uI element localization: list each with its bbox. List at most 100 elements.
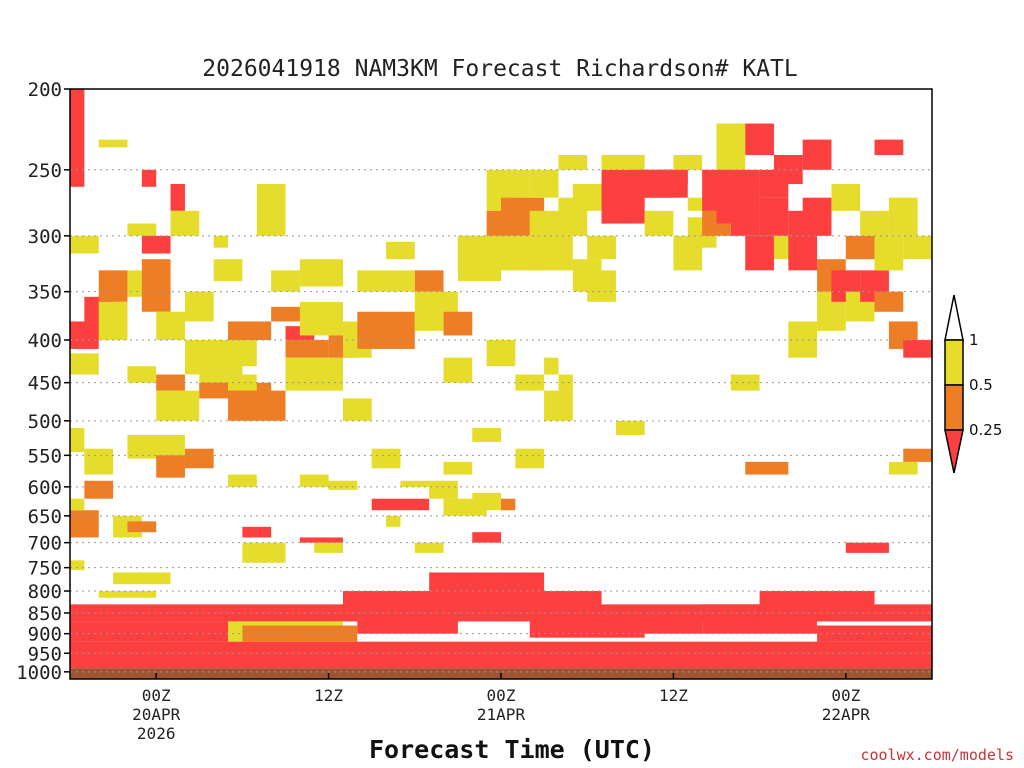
heatmap-cell [730, 184, 760, 236]
y-tick-label: 850 [28, 603, 62, 625]
y-tick-label: 600 [28, 477, 62, 499]
heatmap-cell [70, 560, 85, 571]
legend-swatch-below-0.25 [944, 429, 964, 474]
heatmap-cell [759, 591, 875, 613]
heatmap-cell [673, 155, 703, 170]
heatmap-cell [299, 474, 329, 487]
heatmap-cell [84, 448, 114, 475]
y-tick-label: 950 [28, 643, 62, 665]
y-tick-label: 700 [28, 533, 62, 555]
heatmap-cell [70, 621, 243, 642]
heatmap-cell [70, 89, 85, 187]
heatmap-cell [544, 390, 573, 421]
heatmap-cell [386, 270, 415, 292]
heatmap-cell [70, 235, 99, 254]
heatmap-cell [860, 210, 889, 236]
heatmap-cell [156, 455, 185, 478]
heatmap-cell [874, 139, 904, 156]
heatmap-cell [802, 139, 832, 170]
heatmap-cell [386, 515, 401, 527]
legend-label: 1 [969, 331, 979, 349]
heatmap-cell [400, 480, 430, 487]
heatmap-cell [558, 374, 573, 391]
heatmap-cell [457, 235, 501, 282]
heatmap-cell [414, 542, 444, 553]
y-tick-label: 800 [28, 581, 62, 603]
legend-swatch-0.5-1 [944, 339, 964, 386]
heatmap-cell [745, 235, 774, 271]
credit-text: coolwx.com/models [860, 746, 1014, 764]
heatmap-cell [429, 480, 458, 499]
heatmap-cell [156, 374, 185, 391]
y-tick-label: 250 [28, 160, 62, 182]
x-tick-label: 21APR [477, 705, 526, 724]
heatmap-cell [745, 123, 774, 156]
heatmap-cell [127, 223, 157, 236]
heatmap-cell [156, 311, 185, 341]
heatmap-cell [156, 390, 200, 421]
heatmap-cell [371, 498, 430, 511]
heatmap-cell [141, 235, 171, 254]
legend-swatch-above-1 [944, 294, 964, 341]
heatmap-cell [213, 259, 243, 282]
x-tick-label: 00Z [831, 686, 860, 705]
heatmap-cell [501, 498, 516, 511]
heatmap-cell [170, 184, 185, 211]
heatmap-cell [299, 301, 343, 336]
heatmap-cell [98, 301, 128, 341]
y-axis: 200 250 300 350 400 450 500 550 600 650 700 7508008… [16, 79, 70, 684]
heatmap-cell [328, 480, 358, 490]
heatmap-cell [70, 510, 99, 538]
x-tick-label: 20APR [132, 705, 181, 724]
heatmap-cell [357, 270, 387, 292]
heatmap-cell [443, 357, 473, 383]
y-tick-label: 300 [28, 226, 62, 248]
y-tick-label: 650 [28, 506, 62, 528]
heatmap-cell [558, 155, 588, 170]
heatmap-cell [472, 427, 501, 442]
heatmap-cell [84, 480, 114, 499]
heatmap-cell [299, 259, 343, 287]
legend-label: 0.25 [969, 421, 1002, 439]
heatmap-cell [98, 270, 128, 302]
y-tick-label: 200 [28, 79, 62, 101]
y-tick-label: 450 [28, 373, 62, 395]
x-tick-label: 00Z [142, 686, 171, 705]
heatmap-cell [70, 353, 99, 375]
heatmap-cell [802, 197, 832, 236]
heatmap-cell [70, 427, 85, 453]
heatmap-cell [342, 591, 501, 618]
heatmap-cell [371, 448, 401, 469]
heatmap-cell [70, 641, 932, 669]
chart-title: 2026041918 NAM3KM Forecast Richardson# K… [202, 56, 797, 82]
x-tick-label: 22APR [822, 705, 871, 724]
heatmap-cell [213, 340, 257, 367]
heatmap-cell [730, 374, 760, 391]
heatmap-cell [443, 461, 473, 475]
heatmap-cell [443, 311, 473, 336]
y-tick-label: 400 [28, 330, 62, 352]
colorbar-legend: 1 0.5 0.25 [944, 294, 1002, 474]
y-tick-label: 900 [28, 624, 62, 646]
heatmap-cell [903, 340, 932, 358]
heatmap-cell [141, 259, 171, 312]
heatmap-cell [357, 311, 415, 349]
heatmap-cell [515, 448, 545, 469]
heatmap-cell [587, 235, 616, 260]
heatmap-cell [888, 461, 918, 475]
heatmap-cell [874, 291, 904, 312]
heatmap-cell [845, 542, 889, 553]
heatmap-cell [414, 270, 444, 292]
heatmap-cell [256, 184, 286, 236]
heatmap-cell [271, 270, 300, 292]
heatmap-cell [501, 591, 602, 622]
heatmap-cell [228, 390, 286, 421]
heatmap-cell [98, 591, 157, 598]
heatmap-cell [529, 235, 573, 271]
heatmap-cell [314, 542, 343, 553]
heatmap-cell [184, 448, 214, 469]
heatmap-cell [529, 210, 559, 236]
heatmap-cell [342, 398, 372, 421]
heatmap-cell [601, 155, 645, 170]
